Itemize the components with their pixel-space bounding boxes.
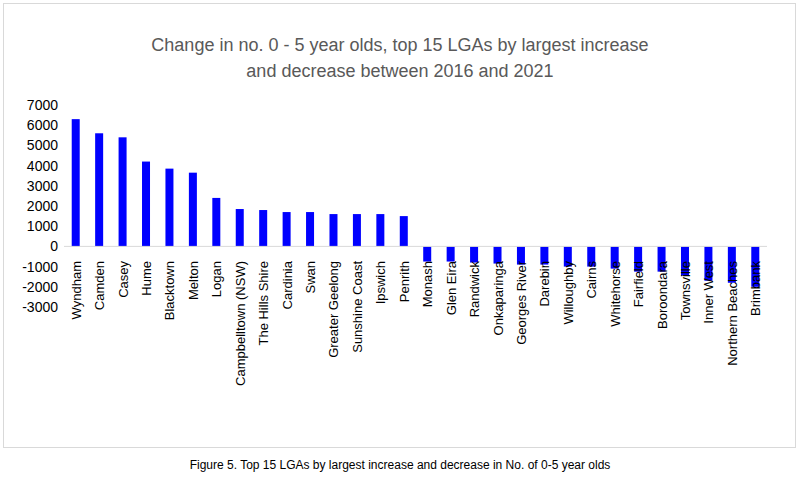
y-tick: [60, 145, 63, 146]
x-tick-label: Cairns: [584, 261, 599, 299]
y-tick-label: 1000: [27, 218, 58, 234]
bar: [470, 246, 478, 262]
y-tick: [60, 246, 63, 247]
x-tick-label: Georges River: [514, 260, 529, 344]
bar: [236, 209, 244, 246]
y-tick-label: -3000: [22, 299, 58, 315]
x-tick-label: Melton: [186, 261, 201, 300]
x-tick-label: The Hills Shire: [256, 261, 271, 346]
x-tick-label: Sunshine Coast: [350, 261, 365, 353]
x-tick-label: Monash: [420, 261, 435, 307]
bar: [72, 119, 80, 246]
x-tick-label: Cardinia: [280, 260, 295, 309]
bar: [212, 198, 220, 246]
x-tick-label: Casey: [116, 261, 131, 298]
x-tick-label: Townsville: [678, 261, 693, 320]
x-tick-label: Whitehorse: [608, 261, 623, 327]
y-tick-label: 4000: [27, 158, 58, 174]
y-tick-label: 0: [50, 238, 58, 254]
y-tick: [60, 307, 63, 308]
x-tick-label: Onkaparinga: [491, 260, 506, 335]
x-tick-label: Logan: [209, 261, 224, 297]
caption: Figure 5. Top 15 LGAs by largest increas…: [190, 458, 611, 472]
y-tick: [60, 105, 63, 106]
bar: [400, 216, 408, 246]
x-tick-label: Campbelltown (NSW): [233, 261, 248, 386]
x-tick-label: Inner West: [701, 261, 716, 324]
x-tick-label: Ipswich: [373, 261, 388, 304]
x-tick-label: Glen Eira: [444, 260, 459, 315]
bar: [353, 214, 361, 246]
x-tick-label: Boroondara: [655, 260, 670, 329]
bar: [423, 246, 431, 261]
x-tick-label: Camden: [92, 261, 107, 310]
x-tick-label: Brimbank: [748, 261, 763, 316]
bar: [447, 246, 455, 261]
chart: Change in no. 0 - 5 year olds, top 15 LG…: [0, 0, 799, 482]
y-tick: [60, 266, 63, 267]
x-tick-label: Blacktown: [162, 261, 177, 320]
x-tick-label: Randwick: [467, 261, 482, 318]
bar: [283, 212, 291, 246]
y-tick-label: 7000: [27, 97, 58, 113]
x-tick-label: Fairfield: [631, 261, 646, 307]
bar: [329, 214, 337, 246]
x-tick-label: Northern Beaches: [725, 261, 740, 366]
y-tick-label: 3000: [27, 178, 58, 194]
bar: [376, 214, 384, 246]
y-tick-label: 2000: [27, 198, 58, 214]
title: Change in no. 0 - 5 year olds, top 15 LG…: [151, 35, 648, 81]
bar: [189, 173, 197, 247]
x-tick-label: Darebin: [537, 261, 552, 307]
bar: [95, 133, 103, 246]
chart-frame: [4, 4, 796, 448]
x-axis-line: [64, 246, 767, 247]
y-tick-label: 6000: [27, 117, 58, 133]
x-tick-label: Willoughby: [561, 261, 576, 325]
y-tick: [60, 226, 63, 227]
bar: [142, 162, 150, 247]
bar: [119, 137, 127, 246]
y-tick: [60, 165, 63, 166]
x-tick-label: Penrith: [397, 261, 412, 302]
y-tick-label: -1000: [22, 259, 58, 275]
y-tick: [60, 206, 63, 207]
y-tick-label: 5000: [27, 137, 58, 153]
x-tick-label: Hume: [139, 261, 154, 296]
bar: [306, 212, 314, 246]
x-tick-label: Wyndham: [69, 261, 84, 319]
y-tick: [60, 185, 63, 186]
bar: [259, 210, 267, 246]
x-tick-label: Swan: [303, 261, 318, 294]
x-tick-label: Greater Geelong: [326, 261, 341, 358]
bar: [165, 169, 173, 247]
y-tick: [60, 125, 63, 126]
y-tick: [60, 286, 63, 287]
y-tick-label: -2000: [22, 279, 58, 295]
